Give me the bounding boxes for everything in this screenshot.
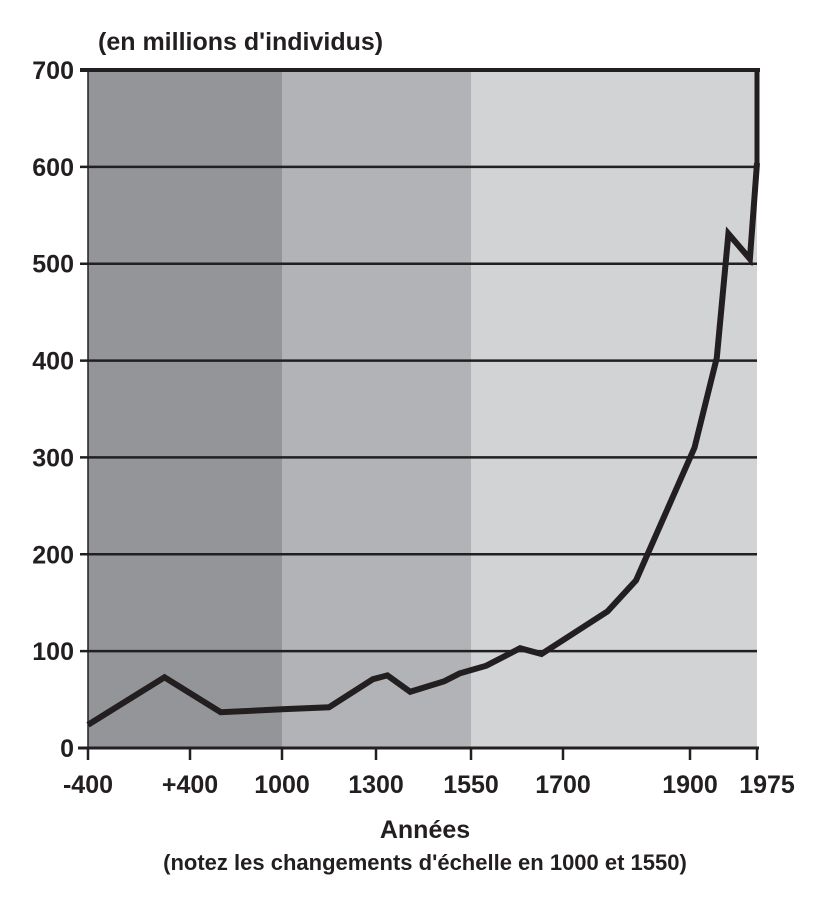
- y-tick-label: 700: [32, 57, 74, 85]
- y-tick-label: 200: [32, 541, 74, 569]
- x-tick-label: +400: [162, 771, 218, 799]
- band-1: [282, 70, 471, 748]
- series-line-population: [86, 162, 760, 728]
- scale-note: (notez les changements d'échelle en 1000…: [163, 850, 687, 875]
- x-tick-label: 1900: [662, 771, 718, 799]
- y-tick-label: 600: [32, 154, 74, 182]
- y-tick-label: 300: [32, 444, 74, 472]
- y-tick-label: 100: [32, 638, 74, 666]
- x-tick-label: 1700: [535, 771, 591, 799]
- y-tick-label: 0: [60, 735, 74, 763]
- band-2: [471, 70, 757, 748]
- x-tick-label: 1000: [254, 771, 310, 799]
- y-tick-label: 400: [32, 348, 74, 376]
- unit-label: (en millions d'individus): [98, 28, 383, 56]
- x-tick-label: 1550: [443, 771, 499, 799]
- y-tick-label: 500: [32, 251, 74, 279]
- x-tick-label: 1975: [739, 771, 795, 799]
- x-tick-label: -400: [63, 771, 113, 799]
- x-axis-label: Années: [380, 816, 470, 844]
- band-0: [88, 70, 282, 748]
- x-tick-label: 1300: [348, 771, 404, 799]
